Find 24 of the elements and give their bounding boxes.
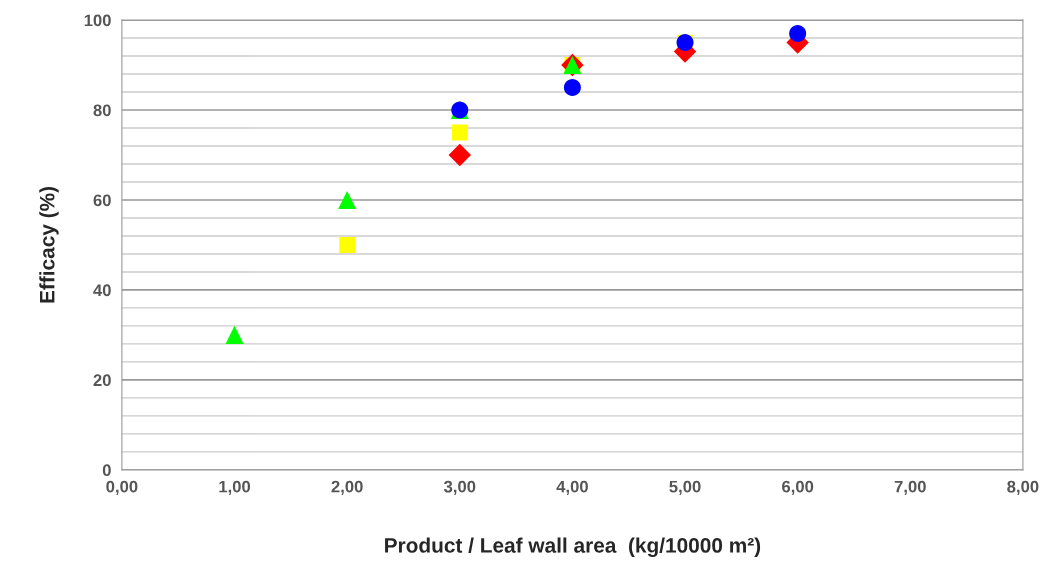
point [338,190,357,210]
y-tick-label: 20 [93,374,111,387]
point [339,237,356,253]
y-tick-label: 40 [93,284,111,297]
point [451,124,468,141]
point [225,325,244,344]
x-tick-label: 7,00 [894,480,926,495]
x-tick-label: 0,00 [106,480,138,495]
point [563,79,581,97]
point [448,143,471,167]
y-tick-label: 0 [102,464,111,477]
x-tick-label: 4,00 [556,480,588,495]
point [789,25,807,43]
x-tick-label: 6,00 [782,480,814,495]
x-tick-label: 1,00 [219,480,251,495]
x-axis-title: Product / Leaf wall area (kg/10000 m²) [385,537,761,557]
y-tick-label: 100 [84,14,111,27]
y-tick-label: 80 [93,104,111,117]
y-tick-label: 60 [93,194,111,207]
y-axis-title: Efficacy (%) [39,186,59,303]
x-tick-label: 3,00 [443,480,476,495]
x-tick-label: 2,00 [331,480,363,495]
x-tick-label: 5,00 [669,480,701,495]
x-tick-label: 8,00 [1007,480,1039,495]
